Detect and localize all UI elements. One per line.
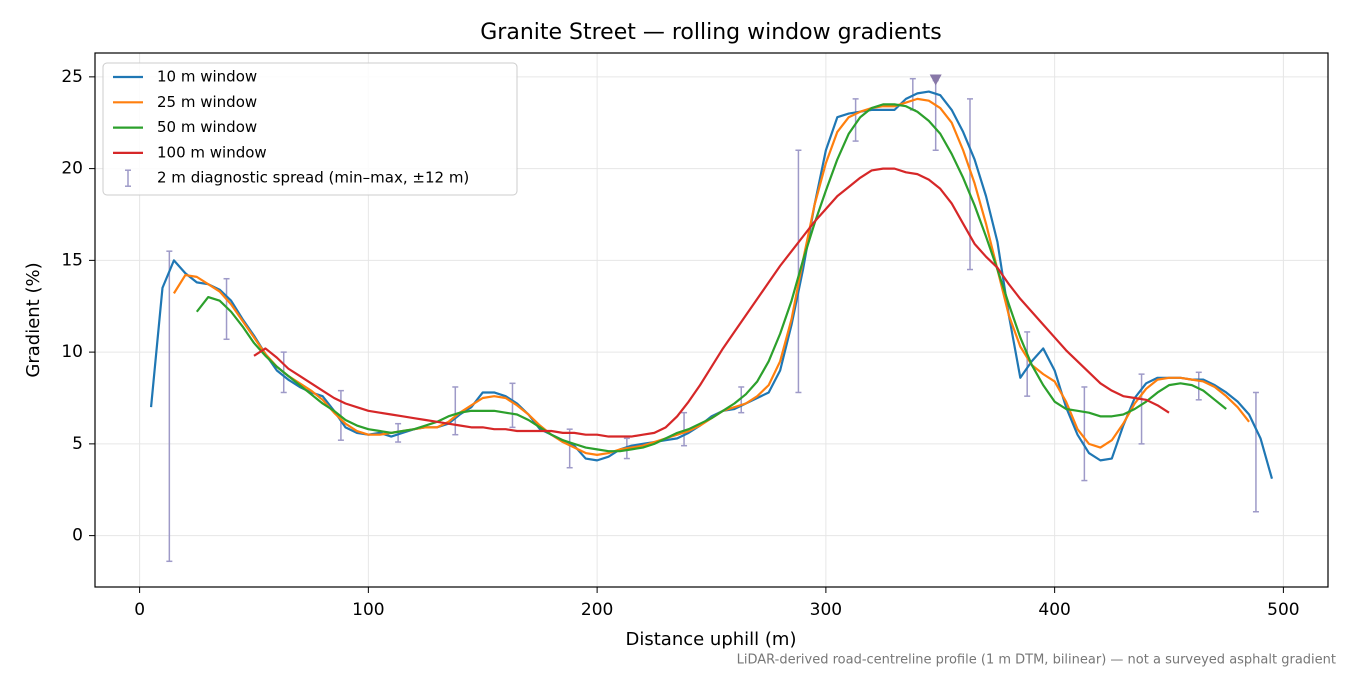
- error-bar: [852, 98, 859, 142]
- error-bar: [566, 428, 573, 469]
- error-bar: [966, 98, 973, 271]
- error-bar: [1081, 386, 1088, 482]
- legend: 10 m window 25 m window 50 m window 100 m w…: [102, 62, 518, 196]
- legend-label: 2 m diagnostic spread (min–max, ±12 m): [157, 169, 469, 187]
- legend-label: 10 m window: [157, 68, 257, 86]
- x-axis-label: Distance uphill (m): [626, 629, 797, 650]
- x-tick-label: 500: [1267, 600, 1299, 620]
- legend-label: 50 m window: [157, 118, 257, 136]
- legend-label: 25 m window: [157, 93, 257, 111]
- error-bar: [223, 277, 230, 341]
- peak-marker: [929, 74, 942, 86]
- error-bar: [1138, 373, 1145, 445]
- error-bar: [1252, 391, 1259, 513]
- series-line: [195, 103, 1227, 453]
- axes-frame: [94, 52, 1329, 588]
- legend-label: 100 m window: [157, 143, 267, 161]
- x-tick-label: 300: [810, 600, 842, 620]
- y-tick-label: 25: [61, 67, 83, 87]
- error-bar: [738, 386, 745, 414]
- error-bar: [166, 250, 173, 563]
- error-bar: [681, 411, 688, 447]
- y-tick-label: 0: [72, 526, 83, 546]
- error-bar: [795, 149, 802, 394]
- error-bar: [1195, 371, 1202, 401]
- footnote: LiDAR-derived road-centreline profile (1…: [737, 653, 1336, 668]
- x-tick-label: 200: [581, 600, 613, 620]
- x-tick-label: 400: [1038, 600, 1070, 620]
- y-axis-label: Gradient (%): [23, 262, 44, 377]
- error-bar: [1024, 331, 1031, 397]
- error-bar: [452, 386, 459, 436]
- legend-box: [102, 62, 518, 196]
- x-tick-label: 100: [352, 600, 384, 620]
- y-tick-label: 5: [72, 434, 83, 454]
- y-tick-label: 15: [61, 250, 83, 270]
- series-line: [253, 167, 1170, 438]
- y-tick-label: 10: [61, 342, 83, 362]
- chart-title: Granite Street — rolling window gradient…: [480, 20, 941, 45]
- plot-area: [149, 74, 1274, 563]
- error-bar: [509, 382, 516, 429]
- x-tick-label: 0: [134, 600, 145, 620]
- y-tick-label: 20: [61, 159, 83, 179]
